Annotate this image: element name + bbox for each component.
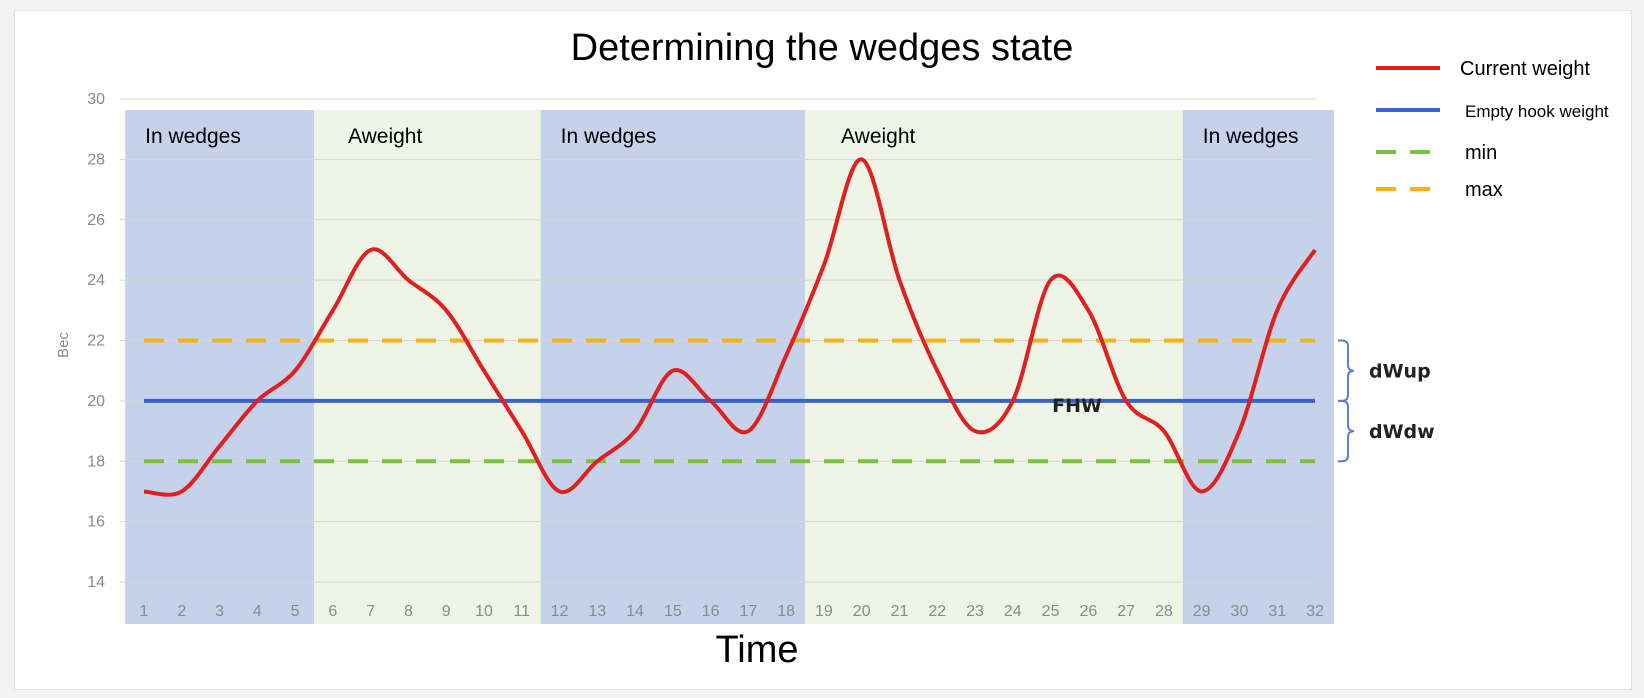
x-tick-label: 10 [475,603,493,620]
region-band [313,110,541,624]
x-tick-label: 28 [1155,603,1173,620]
y-tick-label: 26 [87,212,105,229]
x-tick-label: 25 [1042,603,1060,620]
x-tick-label: 30 [1231,603,1249,620]
x-tick-label: 6 [328,603,337,620]
x-tick-label: 19 [815,603,833,620]
region-band [540,110,806,624]
reference-lines-layer [144,338,1315,464]
x-tick-label: 31 [1268,603,1286,620]
legend-label: Empty hook weight [1465,102,1609,121]
y-tick-label: 28 [87,151,105,168]
x-tick-label: 3 [215,603,224,620]
region-label: Aweight [841,125,915,148]
x-tick-label: 1 [140,603,149,620]
y-tick-label: 20 [87,393,105,410]
x-tick-label: 15 [664,603,682,620]
x-tick-label: 14 [626,603,644,620]
x-tick-label: 16 [702,603,720,620]
region-label: In wedges [561,125,657,148]
x-tick-label: 27 [1117,603,1135,620]
annotations-layer: FHW dWup dWdw [1052,339,1435,463]
x-tick-label: 12 [551,603,569,620]
y-tick-label: 24 [87,272,105,289]
x-tick-label: 20 [853,603,871,620]
y-tick-label: 22 [87,333,105,350]
legend-label: max [1465,179,1503,201]
brace-dwdw [1338,399,1355,463]
y-tick-label: 14 [87,574,105,591]
y-axis-label: Bec [55,332,72,358]
x-tick-label: 18 [777,603,795,620]
x-tick-label: 22 [928,603,946,620]
x-tick-label: 9 [442,603,451,620]
x-tick-label: 5 [291,603,300,620]
y-tick-label: 18 [87,453,105,470]
x-tick-label: 7 [366,603,375,620]
x-tick-label: 17 [739,603,757,620]
legend-label: Current weight [1460,58,1591,80]
x-tick-label: 21 [891,603,909,620]
annotation-dwup: dWup [1369,361,1431,383]
x-axis-label: Time [715,629,798,671]
x-tick-label: 8 [404,603,413,620]
x-tick-label: 29 [1193,603,1211,620]
x-tick-label: 26 [1079,603,1097,620]
x-tick-label: 13 [588,603,606,620]
y-tick-label: 30 [87,91,105,108]
y-tick-label: 16 [87,514,105,531]
series-layer [143,157,1317,497]
x-tick-label: 2 [177,603,186,620]
brace-dwup [1338,339,1355,402]
x-tick-label: 24 [1004,603,1022,620]
x-tick-label: 32 [1306,603,1324,620]
annotation-dwdw: dWdw [1369,421,1435,443]
x-tick-label: 4 [253,603,262,620]
region-label: In wedges [145,125,241,148]
region-label: In wedges [1203,125,1299,148]
region-band [125,110,314,624]
chart-title: Determining the wedges state [571,27,1074,69]
regions-layer: In wedges Aweight In wedges Aweight In wedge… [125,110,1334,624]
region-label: Aweight [348,125,422,148]
series-line-current-weight [143,157,1317,497]
legend-label: min [1465,142,1497,164]
legend: Current weight Empty hook weight min max [1376,58,1609,201]
region-band [805,110,1183,624]
x-tick-label: 11 [513,603,530,620]
annotation-fhw: FHW [1052,395,1102,417]
x-tick-label: 23 [966,603,984,620]
